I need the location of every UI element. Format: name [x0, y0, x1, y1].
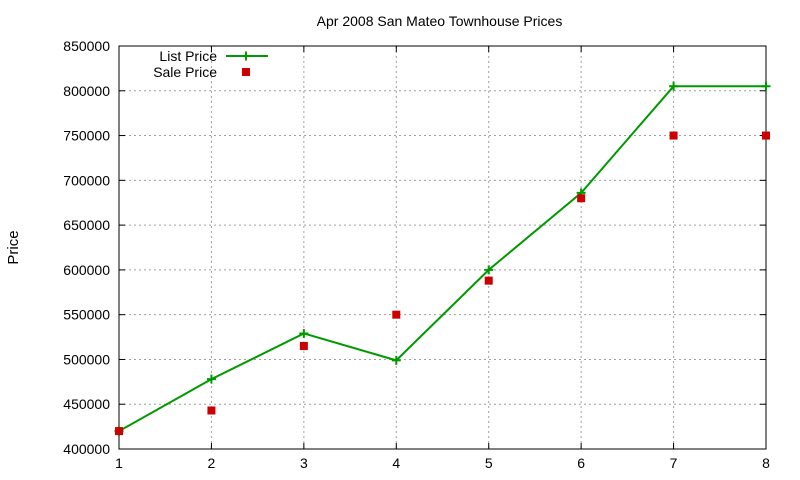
x-tick-label: 3 [300, 455, 308, 471]
y-tick-label: 550000 [63, 307, 110, 323]
axis-ticks: 400000 450000 500000 550000 600000 650000 7000… [63, 38, 770, 471]
y-tick-label: 800000 [63, 83, 110, 99]
legend-label: Sale Price [153, 64, 217, 80]
x-tick-label: 4 [392, 455, 400, 471]
y-tick-label: 600000 [63, 262, 110, 278]
data-point [115, 427, 123, 436]
y-tick-label: 450000 [63, 396, 110, 412]
x-tick-label: 1 [115, 455, 123, 471]
data-point [299, 328, 309, 338]
legend-marker [241, 51, 251, 61]
x-tick-label: 7 [670, 455, 678, 471]
series-1 [115, 131, 770, 436]
x-tick-label: 6 [577, 455, 585, 471]
y-tick-label: 500000 [63, 351, 110, 367]
plot-frame [118, 45, 767, 450]
data-point [484, 276, 493, 285]
y-tick-label: 700000 [63, 172, 110, 188]
data-point [392, 310, 401, 319]
x-tick-label: 5 [485, 455, 493, 471]
data-point [206, 374, 216, 384]
data-point [484, 265, 494, 275]
data-point [761, 81, 771, 91]
series-line [118, 85, 766, 432]
data-point [577, 194, 586, 203]
data-point [207, 406, 216, 415]
x-tick-label: 2 [208, 455, 216, 471]
data-point [299, 342, 308, 351]
data-point [669, 81, 679, 91]
legend-marker [242, 68, 250, 76]
y-tick-label: 650000 [63, 217, 110, 233]
grid [119, 46, 766, 449]
y-tick-label: 850000 [63, 38, 110, 54]
data-point [669, 131, 678, 140]
legend-label: List Price [159, 48, 217, 64]
y-tick-label: 400000 [63, 441, 110, 457]
y-axis-label: Price [5, 230, 22, 264]
x-tick-label: 8 [762, 455, 770, 471]
data-point [391, 355, 401, 365]
y-tick-label: 750000 [63, 128, 110, 144]
data-point [762, 131, 770, 140]
chart-title: Apr 2008 San Mateo Townhouse Prices [317, 13, 563, 29]
series [114, 81, 771, 436]
